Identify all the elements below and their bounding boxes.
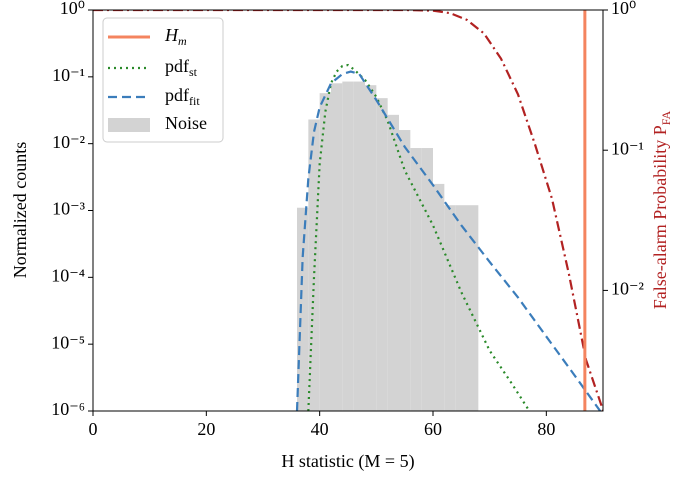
y-tick-label: 10⁻⁵ [51, 332, 85, 352]
x-tick-label: 80 [537, 419, 555, 439]
y-tick-label: 10⁻³ [52, 199, 86, 219]
histogram-bar [455, 205, 467, 411]
x-tick-label: 0 [89, 419, 98, 439]
histogram-bar [365, 85, 377, 411]
series-line [295, 70, 602, 411]
y2-tick-label: 10⁻¹ [611, 138, 644, 158]
legend-label: Hm [164, 25, 187, 48]
legend-box [102, 17, 224, 143]
legend-label: pdfst [165, 56, 198, 79]
x-tick-label: 60 [424, 419, 442, 439]
y-tick-label: 10⁻⁶ [51, 399, 85, 419]
histogram-bar [467, 205, 479, 411]
x-axis-label: H statistic (M = 5) [281, 451, 414, 472]
histogram-bar [421, 148, 433, 411]
legend-label: pdffit [165, 85, 200, 108]
y2-axis-label: False-alarm Probability PFA [650, 110, 673, 309]
y2-tick-label: 10⁻² [611, 279, 644, 299]
histogram-bar [331, 83, 343, 411]
y-tick-label: 10⁻² [52, 132, 85, 152]
x-tick-label: 40 [311, 419, 329, 439]
histogram-bar [410, 148, 422, 411]
histogram-bar [433, 183, 445, 411]
histogram-bar [444, 205, 456, 411]
y-tick-label: 10⁻⁴ [51, 265, 85, 285]
histogram-bar [399, 130, 411, 411]
histogram-bar [353, 81, 365, 411]
plot-area [93, 10, 603, 411]
histogram-bar [319, 93, 331, 411]
y-tick-label: 10⁰ [60, 0, 85, 18]
x-tick-label: 20 [197, 419, 215, 439]
histogram-bar [342, 81, 354, 411]
legend-label: Noise [165, 113, 207, 133]
y-axis-label: Normalized counts [10, 142, 30, 278]
y-tick-label: 10⁻¹ [52, 65, 85, 85]
histogram-bar [297, 207, 309, 411]
histogram-bar [376, 98, 388, 411]
series-line [93, 10, 603, 411]
legend-swatch [108, 118, 150, 132]
histogram-bar [387, 114, 399, 411]
y2-tick-label: 10⁰ [611, 0, 636, 18]
